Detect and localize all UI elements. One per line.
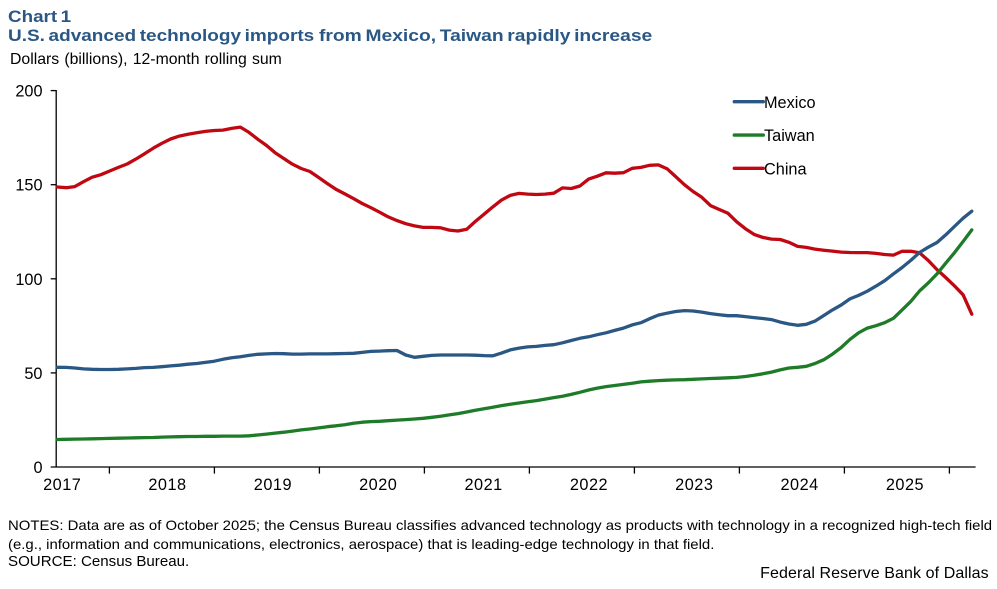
svg-text:200: 200 — [15, 83, 42, 101]
svg-text:2023: 2023 — [675, 476, 713, 494]
svg-text:Mexico: Mexico — [764, 94, 816, 112]
svg-text:2025: 2025 — [886, 476, 924, 494]
svg-text:2022: 2022 — [570, 476, 608, 494]
svg-text:2020: 2020 — [359, 476, 397, 494]
svg-text:2024: 2024 — [780, 476, 818, 494]
svg-text:Taiwan: Taiwan — [764, 127, 815, 145]
svg-text:2018: 2018 — [148, 476, 186, 494]
svg-text:2019: 2019 — [254, 476, 292, 494]
svg-text:0: 0 — [33, 459, 42, 477]
svg-text:2021: 2021 — [464, 476, 502, 494]
svg-text:150: 150 — [15, 177, 42, 195]
svg-text:China: China — [764, 161, 807, 179]
svg-text:2017: 2017 — [43, 476, 81, 494]
svg-text:100: 100 — [15, 271, 42, 289]
svg-text:50: 50 — [24, 365, 42, 383]
